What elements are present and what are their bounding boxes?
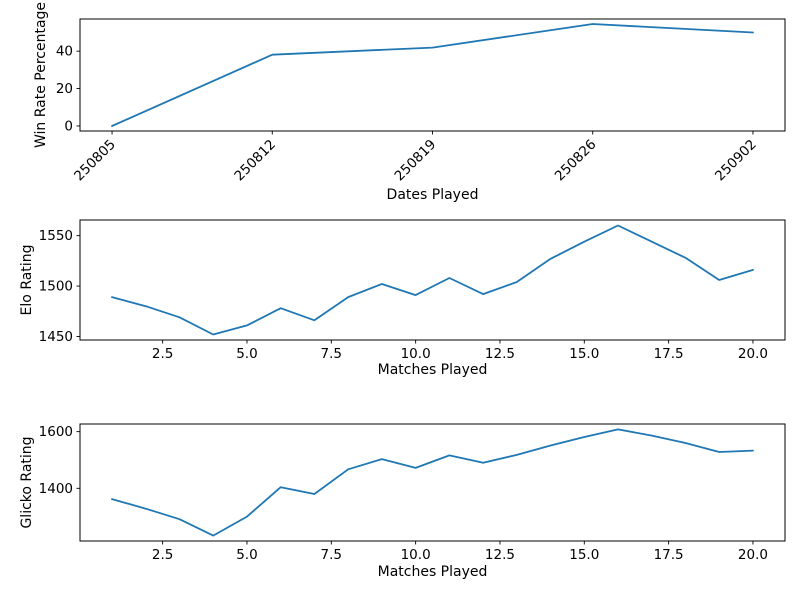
x-tick-label: 10.0 <box>401 346 431 362</box>
x-tick-label: 250805 <box>71 137 119 185</box>
y-axis-label: Win Rate Percentage <box>33 2 49 148</box>
x-tick-label: 10.0 <box>401 547 431 563</box>
x-tick-label: 2.5 <box>152 547 173 563</box>
y-tick-label: 1450 <box>39 329 73 345</box>
x-tick-label: 15.0 <box>569 547 599 563</box>
y-axis-label: Elo Rating <box>19 245 35 316</box>
elo-rating-chart-line-series <box>111 224 754 336</box>
x-tick-label: 12.5 <box>485 547 515 563</box>
y-tick-label: 20 <box>56 81 73 97</box>
x-axis-label: Matches Played <box>378 362 488 378</box>
x-tick-label: 5.0 <box>236 547 257 563</box>
win-rate-chart: 250805 250812 250819 250826 250902 0 20 40 Dates… <box>33 2 786 203</box>
x-tick-label: 20.0 <box>738 346 768 362</box>
axes-frame <box>79 423 786 542</box>
win-rate-chart-line-series <box>111 23 754 127</box>
x-tick-label: 250826 <box>552 137 600 185</box>
axes-frame <box>79 219 786 341</box>
y-tick-label: 1550 <box>39 228 73 244</box>
x-tick-label: 250819 <box>392 137 440 185</box>
x-tick-label: 17.5 <box>654 547 684 563</box>
x-tick-label: 5.0 <box>236 346 257 362</box>
glicko-rating-chart: 2.5 5.0 7.5 10.0 12.5 15.0 17.5 20.0 1400 1600 Mat… <box>19 423 786 580</box>
y-tick-label: 40 <box>56 44 73 60</box>
axes-frame <box>79 18 786 132</box>
x-tick-label: 250902 <box>712 137 760 185</box>
x-tick-label: 17.5 <box>654 346 684 362</box>
y-tick-label: 1600 <box>39 424 73 440</box>
y-tick-label: 0 <box>64 118 73 134</box>
x-tick-label: 250812 <box>231 137 279 185</box>
glicko-rating-chart-line-series <box>111 428 754 537</box>
x-tick-label: 2.5 <box>152 346 173 362</box>
x-axis-label: Matches Played <box>378 564 488 580</box>
y-tick-label: 1500 <box>39 279 73 295</box>
x-tick-label: 20.0 <box>738 547 768 563</box>
x-tick-label: 7.5 <box>321 346 342 362</box>
x-axis-label: Dates Played <box>387 187 479 203</box>
elo-rating-chart: 2.5 5.0 7.5 10.0 12.5 15.0 17.5 20.0 1450 1500 155… <box>19 219 786 378</box>
y-tick-label: 1400 <box>39 481 73 497</box>
x-tick-label: 15.0 <box>569 346 599 362</box>
x-tick-label: 12.5 <box>485 346 515 362</box>
y-axis-label: Glicko Rating <box>19 436 35 528</box>
x-tick-label: 7.5 <box>321 547 342 563</box>
